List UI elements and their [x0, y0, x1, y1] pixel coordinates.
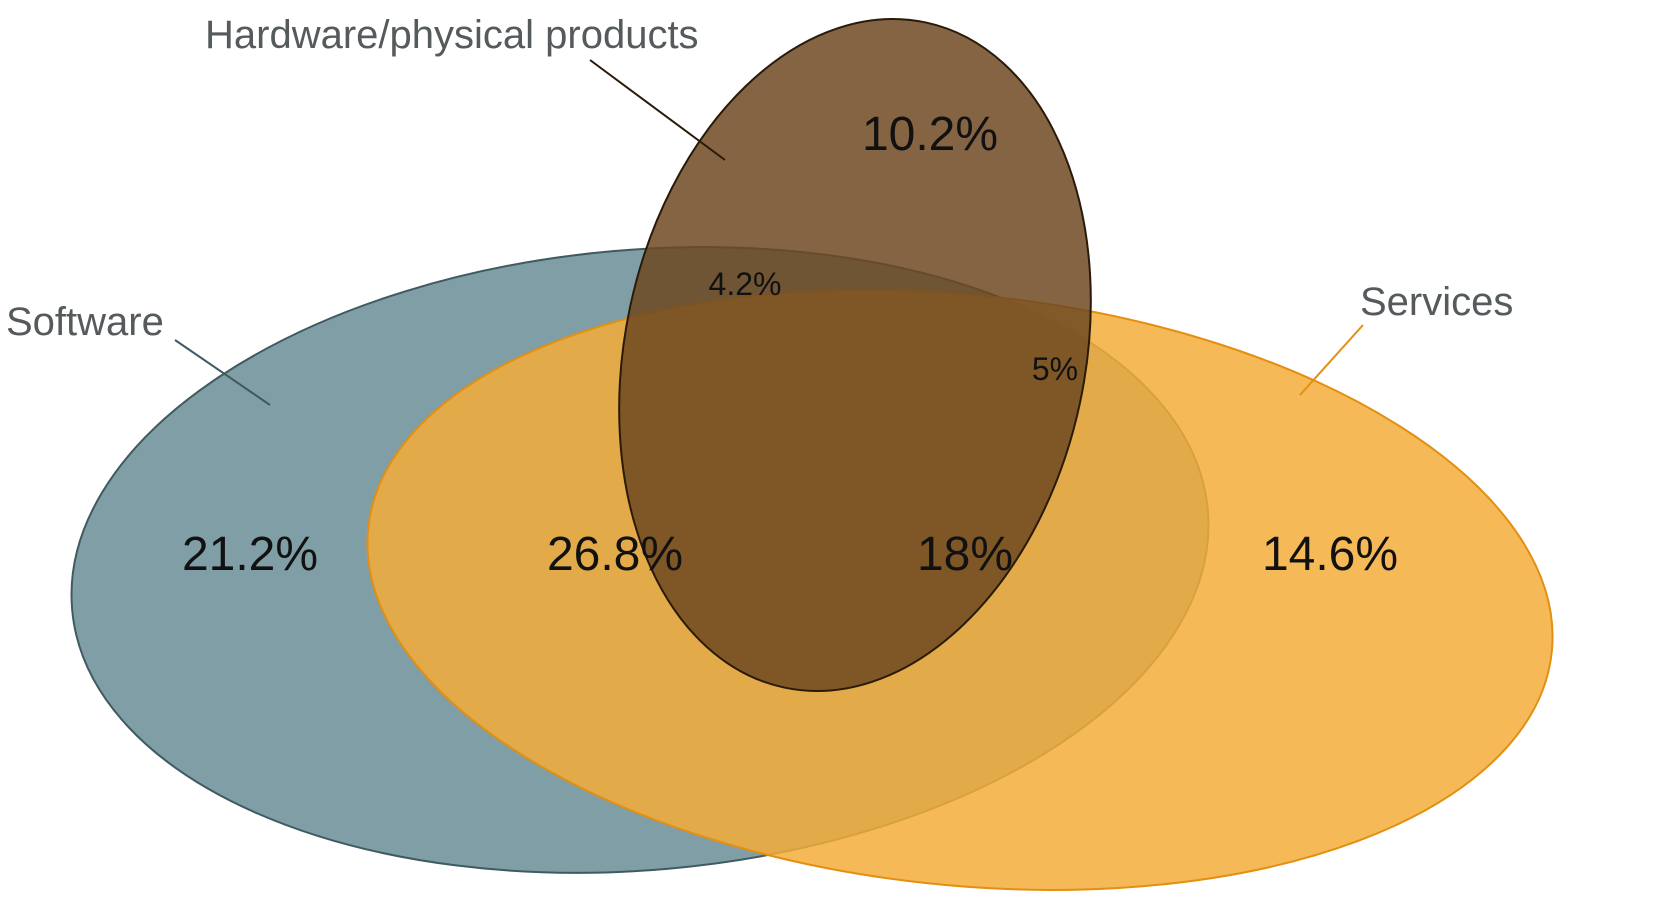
label-services: Services [1360, 280, 1513, 324]
value-hardware-services: 5% [1032, 351, 1078, 387]
venn-ellipses [45, 0, 1582, 908]
value-software-hardware: 4.2% [709, 266, 782, 302]
leader-hardware [590, 60, 725, 160]
value-software-only: 21.2% [182, 528, 318, 581]
value-all-three: 18% [917, 528, 1013, 581]
label-software: Software [6, 300, 164, 344]
venn-diagram: Hardware/physical products Software Serv… [0, 0, 1653, 908]
leader-services [1300, 325, 1363, 395]
label-hardware: Hardware/physical products [205, 13, 699, 57]
value-services-only: 14.6% [1262, 528, 1398, 581]
value-hardware-only: 10.2% [862, 108, 998, 161]
value-software-services: 26.8% [547, 528, 683, 581]
